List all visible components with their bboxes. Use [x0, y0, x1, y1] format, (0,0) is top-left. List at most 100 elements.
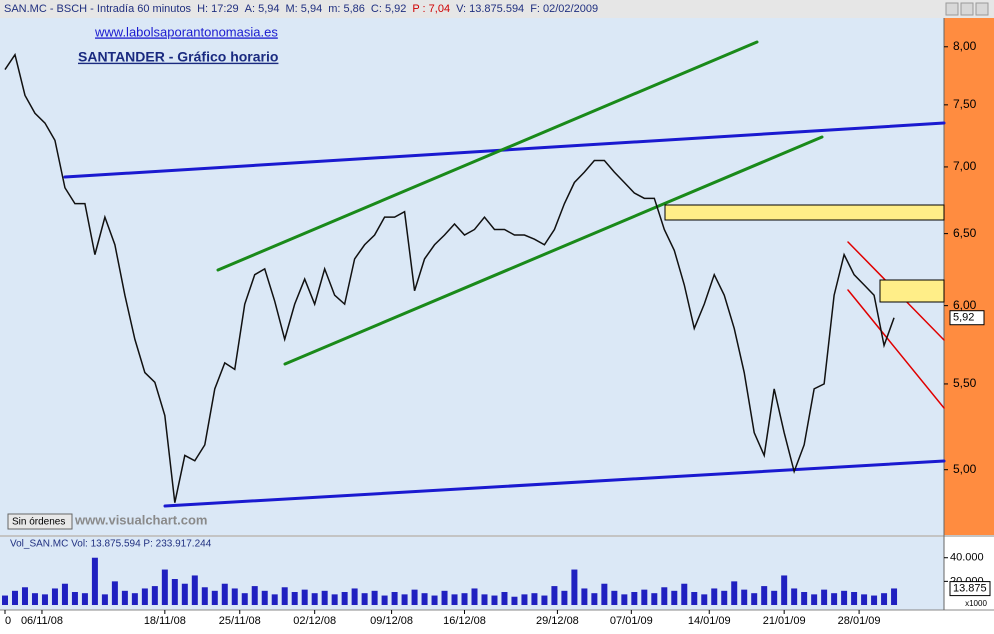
- y-tick-label: 5,50: [953, 376, 977, 390]
- volume-bar: [571, 569, 578, 605]
- volume-bar: [31, 593, 38, 605]
- volume-bar: [121, 590, 128, 605]
- watermark: www.visualchart.com: [74, 512, 207, 527]
- last-value-label: 5,92: [953, 312, 974, 324]
- volume-bar: [561, 590, 568, 605]
- volume-bar: [491, 595, 498, 605]
- volume-bar: [261, 590, 268, 605]
- volume-bar: [471, 588, 478, 605]
- header-segment: H: 17:29: [197, 3, 239, 15]
- volume-bar: [651, 593, 658, 605]
- volume-bar: [851, 592, 858, 605]
- volume-bar: [531, 593, 538, 605]
- volume-bar: [751, 593, 758, 605]
- y-tick-label: 7,00: [953, 159, 977, 173]
- price-axis-panel: [944, 18, 994, 535]
- x-tick-label: 25/11/08: [219, 615, 261, 627]
- header-text: SAN.MC - BSCH - Intradía 60 minutos H: 17…: [4, 3, 598, 15]
- volume-bar: [91, 557, 98, 605]
- x-tick-label: 29/12/08: [536, 615, 579, 627]
- volume-bar: [821, 589, 828, 605]
- x-tick-label: 0: [5, 615, 11, 627]
- volume-bar: [551, 586, 558, 605]
- volume-bar: [201, 587, 208, 605]
- x-tick-label: 18/11/08: [144, 615, 186, 627]
- volume-bar: [311, 593, 318, 605]
- x-tick-label: 07/01/09: [610, 615, 653, 627]
- volume-bar: [611, 590, 618, 605]
- volume-bar: [811, 594, 818, 605]
- volume-bar: [141, 588, 148, 605]
- volume-bar: [541, 595, 548, 605]
- resistance-zone: [664, 204, 945, 221]
- close-button[interactable]: [975, 2, 989, 16]
- subtitle[interactable]: www.labolsaporantonomasia.es: [94, 24, 278, 39]
- volume-bar: [671, 590, 678, 605]
- maximize-button[interactable]: [960, 2, 974, 16]
- volume-bar: [441, 590, 448, 605]
- x-tick-label: 16/12/08: [443, 615, 486, 627]
- volume-bar: [331, 594, 338, 605]
- volume-bar: [371, 590, 378, 605]
- volume-bar: [241, 593, 248, 605]
- channel-bottom: [283, 135, 824, 366]
- volume-bar: [111, 581, 118, 605]
- volume-bar: [2, 595, 8, 605]
- volume-bar: [291, 592, 298, 605]
- price-line: [4, 52, 895, 503]
- volume-bar: [591, 593, 598, 605]
- volume-bar: [21, 587, 28, 605]
- volume-bar: [401, 594, 408, 605]
- volume-unit: x1000: [965, 599, 987, 608]
- y-tick-label: 8,00: [953, 39, 977, 53]
- volume-bar: [461, 593, 468, 605]
- volume-bar: [341, 592, 348, 605]
- x-tick-label: 06/11/08: [21, 615, 63, 627]
- window-buttons: [945, 2, 989, 16]
- chart-title: SANTANDER - Gráfico horario: [78, 49, 278, 65]
- y-tick-label: 6,50: [953, 226, 977, 240]
- header-bar: [0, 0, 994, 18]
- volume-bar: [451, 594, 458, 605]
- orders-button[interactable]: [7, 513, 73, 530]
- minimize-button[interactable]: [945, 2, 959, 16]
- y-tick-label: 6,00: [953, 298, 977, 312]
- price-panel: [0, 18, 944, 535]
- volume-bar: [61, 583, 68, 605]
- volume-bar: [101, 594, 108, 605]
- volume-bar: [581, 588, 588, 605]
- x-tick-label: 28/01/09: [838, 615, 881, 627]
- volume-bar: [831, 593, 838, 605]
- volume-bar: [631, 592, 638, 605]
- last-value-label: 13.875: [953, 583, 987, 595]
- volume-bar: [321, 590, 328, 605]
- header-segment: P : 7,04: [412, 3, 450, 15]
- volume-bar: [801, 592, 808, 605]
- volume-bar: [131, 593, 138, 605]
- last-value-box: [949, 310, 985, 326]
- volume-bar: [891, 588, 898, 605]
- volume-bar: [711, 588, 718, 605]
- volume-bar: [11, 590, 18, 605]
- volume-bar: [881, 593, 888, 605]
- y-tick-label: 7,50: [953, 97, 977, 111]
- volume-bar: [281, 587, 288, 605]
- header-segment: C: 5,92: [371, 3, 406, 15]
- volume-bar: [601, 583, 608, 605]
- volume-bar: [51, 588, 58, 605]
- volume-bar: [211, 590, 218, 605]
- last-value-box: [949, 581, 991, 597]
- volume-bar: [861, 594, 868, 605]
- header-segment: SAN.MC - BSCH - Intradía 60 minutos: [4, 3, 192, 15]
- volume-bar: [181, 583, 188, 605]
- volume-bar: [431, 595, 438, 605]
- volume-bar: [771, 590, 778, 605]
- volume-bar: [161, 569, 168, 605]
- volume-bar: [521, 594, 528, 605]
- volume-bar: [191, 575, 198, 605]
- trendlines: [63, 40, 946, 508]
- volume-bar: [221, 583, 228, 605]
- resistance-zone: [879, 279, 945, 303]
- x-tick-label: 09/12/08: [370, 615, 413, 627]
